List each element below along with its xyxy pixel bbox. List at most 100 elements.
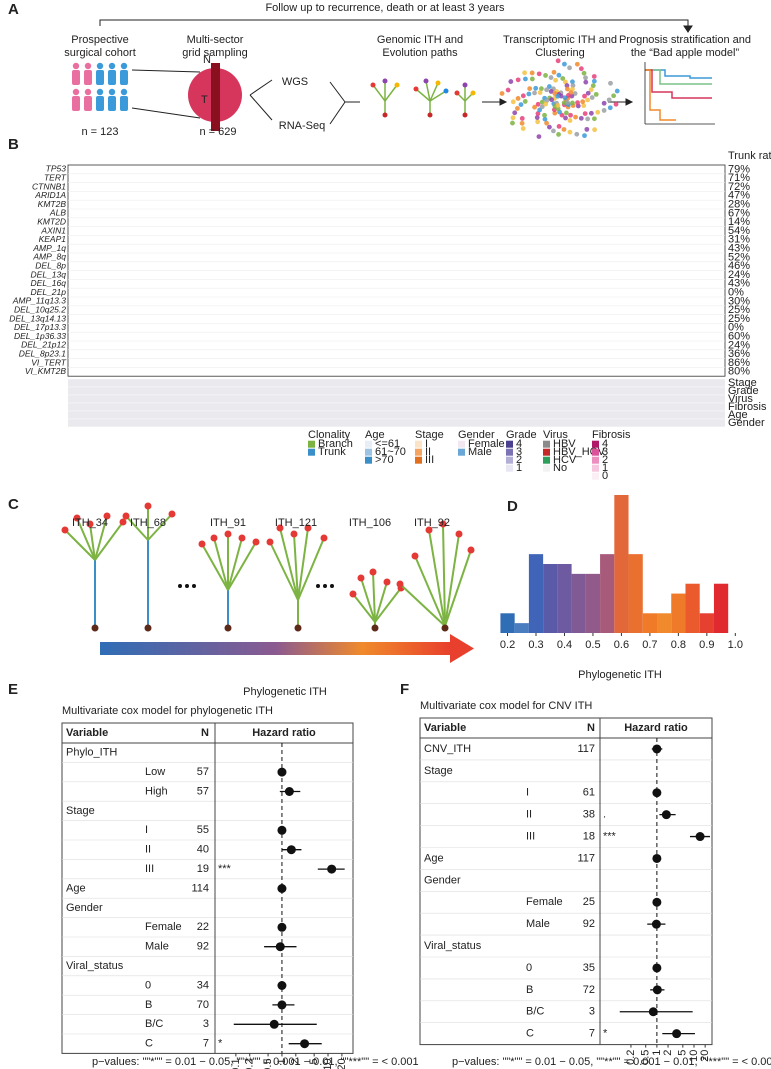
hazard-ratio: [672, 1029, 682, 1039]
cluster-dot: [508, 79, 514, 84]
tree-leaf: [470, 90, 476, 96]
cluster-dot: [582, 93, 587, 99]
tree-label: ITH_121: [275, 517, 317, 529]
histogram-bar: [614, 495, 629, 633]
variable-label: Stage: [424, 765, 453, 777]
cluster-dot: [580, 99, 586, 105]
n-value: 72: [583, 984, 595, 996]
tree-branch: [360, 577, 376, 623]
trunk-ratio: 0%: [728, 287, 744, 299]
tree-leaf: [435, 80, 441, 86]
level-label: Female: [145, 921, 182, 933]
cluster-dot: [564, 83, 570, 88]
cluster-dot: [567, 65, 572, 71]
cluster-dot: [556, 72, 562, 78]
step-label: Clustering: [535, 47, 585, 59]
tree-branch: [89, 523, 96, 561]
tree-leaf: [144, 502, 152, 510]
gene-label: KMT2B: [38, 199, 67, 209]
legend-title: Clonality: [308, 429, 351, 441]
level-label: II: [145, 844, 151, 856]
gene-label: VI_KMT2B: [25, 366, 66, 376]
trunk-ratio: 71%: [728, 172, 750, 184]
column-header: N: [201, 727, 209, 739]
tree-leaf: [290, 530, 298, 538]
cluster-dot: [518, 102, 524, 107]
tree-branch: [414, 555, 446, 627]
tree-root: [441, 624, 449, 632]
cluster-dot: [519, 120, 525, 126]
legend-swatch: [458, 448, 465, 456]
legend-item: No: [553, 462, 567, 474]
cluster-dot: [582, 111, 588, 117]
cluster-dot: [562, 95, 568, 101]
tree-label: ITH_91: [210, 517, 246, 529]
cluster-dot: [529, 70, 535, 76]
level-label: 0: [145, 979, 151, 991]
legend-swatch: [592, 472, 599, 480]
tree-leaf: [349, 590, 357, 598]
cluster-dot: [575, 100, 580, 106]
method-label: RNA-Seq: [279, 120, 325, 132]
cluster-dot: [544, 87, 550, 93]
track-label: Gender: [728, 417, 765, 429]
legend-swatch: [592, 464, 599, 472]
level-label: B/C: [526, 1006, 544, 1018]
legend-title: Stage: [415, 429, 444, 441]
cluster-dot: [562, 61, 567, 67]
tree-leaf: [454, 90, 460, 96]
tree-leaf: [394, 82, 400, 88]
cluster-dot: [515, 106, 520, 111]
cluster-dot: [520, 93, 526, 99]
trunk-ratio: 72%: [728, 181, 750, 193]
tree-leaf: [61, 526, 69, 534]
x-tick-label: 10: [322, 1058, 334, 1069]
significance: ***: [603, 830, 617, 842]
tree-leaf: [462, 82, 468, 88]
level-label: B/C: [145, 1018, 163, 1030]
cluster-dot: [563, 115, 568, 121]
tree-branch: [147, 513, 173, 541]
variable-label: Phylo_ITH: [66, 747, 117, 759]
cluster-dot: [568, 112, 573, 118]
n-value: 19: [197, 863, 209, 875]
tree-leaf: [168, 510, 176, 518]
legend-swatch: [308, 440, 315, 448]
cluster-dot: [551, 128, 556, 134]
hazard-ratio: [648, 1007, 658, 1017]
tree-label: ITH_92: [414, 517, 450, 529]
histogram-bar: [642, 613, 658, 633]
tree-branch: [279, 527, 299, 601]
person-body: [96, 96, 104, 111]
cluster-dot: [544, 120, 550, 126]
step-label: Transcriptomic ITH and: [503, 34, 617, 46]
tree-branch: [429, 82, 439, 102]
legend-swatch: [506, 464, 513, 472]
trunk-ratio: 60%: [728, 331, 750, 343]
gene-label: AMP_8q: [32, 252, 66, 262]
legend-title: Fibrosis: [592, 429, 631, 441]
tree-branch: [293, 533, 299, 601]
n-label: n = 123: [81, 126, 118, 138]
track-label: Stage: [728, 377, 757, 389]
legend-item: HCV: [553, 454, 577, 466]
cluster-dot: [542, 112, 547, 118]
cluster-dot: [570, 100, 575, 106]
tree-branch: [429, 90, 447, 102]
gene-label: DEL_8p: [35, 260, 66, 270]
hazard-ratio: [286, 845, 296, 855]
gene-label: KMT2D: [37, 216, 66, 226]
legend-swatch: [365, 456, 372, 464]
histogram-bar: [600, 554, 615, 633]
n-value: 117: [577, 743, 595, 755]
gene-label: DEL_21p: [31, 287, 67, 297]
person-head: [84, 62, 92, 70]
cluster-dot: [549, 97, 555, 103]
gene-label: DEL_13q: [31, 269, 67, 279]
track: [68, 403, 725, 411]
cluster-dot: [523, 76, 528, 82]
tree-branch: [125, 515, 149, 541]
cluster-dot: [560, 76, 566, 81]
tree-root: [224, 624, 232, 632]
variable-label: Age: [66, 882, 86, 894]
